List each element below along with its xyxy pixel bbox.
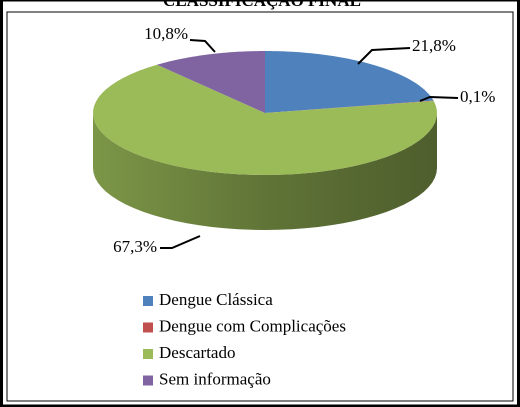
legend-label: Sem informação <box>159 369 271 388</box>
leader-line <box>419 95 459 102</box>
slice <box>157 51 265 113</box>
leader-line <box>189 39 216 53</box>
data-label: 21,8% <box>412 36 456 55</box>
legend-label: Descartado <box>159 343 235 362</box>
slice <box>93 64 437 175</box>
leader-line <box>357 47 411 65</box>
slice-side <box>93 113 437 230</box>
data-label: 0,1% <box>460 87 495 106</box>
slice <box>265 51 434 113</box>
legend-label: Dengue com Complicações <box>159 316 346 335</box>
slice <box>265 100 434 113</box>
leader-line <box>160 235 201 249</box>
legend-label: Dengue Clássica <box>159 290 273 309</box>
legend-swatch <box>143 296 153 306</box>
data-label: 67,3% <box>113 237 157 256</box>
legend-swatch <box>143 322 153 333</box>
chart-title: CLASSIFICAÇÃO FINAL <box>163 0 361 10</box>
legend-swatch <box>143 375 153 386</box>
data-label: 10,8% <box>144 24 188 43</box>
legend-swatch <box>143 349 153 359</box>
